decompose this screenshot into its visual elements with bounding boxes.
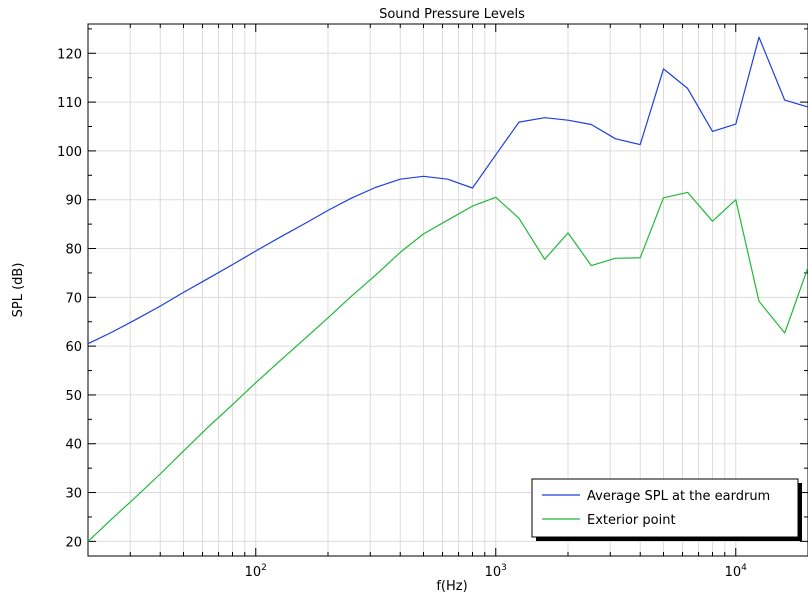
legend-label-1: Exterior point — [587, 513, 676, 528]
y-tick-label: 70 — [65, 291, 82, 306]
y-tick-label: 40 — [65, 438, 82, 453]
y-tick-label: 60 — [65, 340, 82, 355]
tick-layer: 20 30 40 50 60 70 80 90 100 110 120 102 103 104 — [57, 24, 808, 580]
x-tick-label: 104 — [725, 563, 748, 580]
legend-box — [531, 478, 799, 538]
y-tick-label: 110 — [57, 96, 82, 111]
y-tick-label: 120 — [57, 47, 82, 62]
grid-layer — [87, 24, 808, 556]
chart-title: Sound Pressure Levels — [379, 7, 525, 22]
y-tick-label: 50 — [65, 389, 82, 404]
x-tick-label: 103 — [485, 563, 507, 580]
y-tick-label: 90 — [65, 194, 82, 209]
legend-label-0: Average SPL at the eardrum — [587, 489, 770, 504]
x-tick-label: 102 — [245, 563, 267, 580]
series-line-0 — [87, 36, 808, 345]
y-tick-label: 30 — [65, 487, 82, 502]
series-layer — [87, 36, 808, 542]
y-tick-label: 20 — [65, 535, 82, 550]
y-tick-label: 80 — [65, 243, 82, 258]
y-axis-label: SPL (dB) — [11, 263, 26, 318]
x-axis-label: f(Hz) — [436, 579, 467, 594]
series-line-1 — [87, 191, 808, 542]
plot-frame — [87, 23, 808, 557]
legend-items: Average SPL at the eardrum Exterior point — [542, 489, 770, 528]
legend: Average SPL at the eardrum Exterior point — [531, 478, 802, 541]
y-tick-label: 100 — [57, 145, 82, 160]
